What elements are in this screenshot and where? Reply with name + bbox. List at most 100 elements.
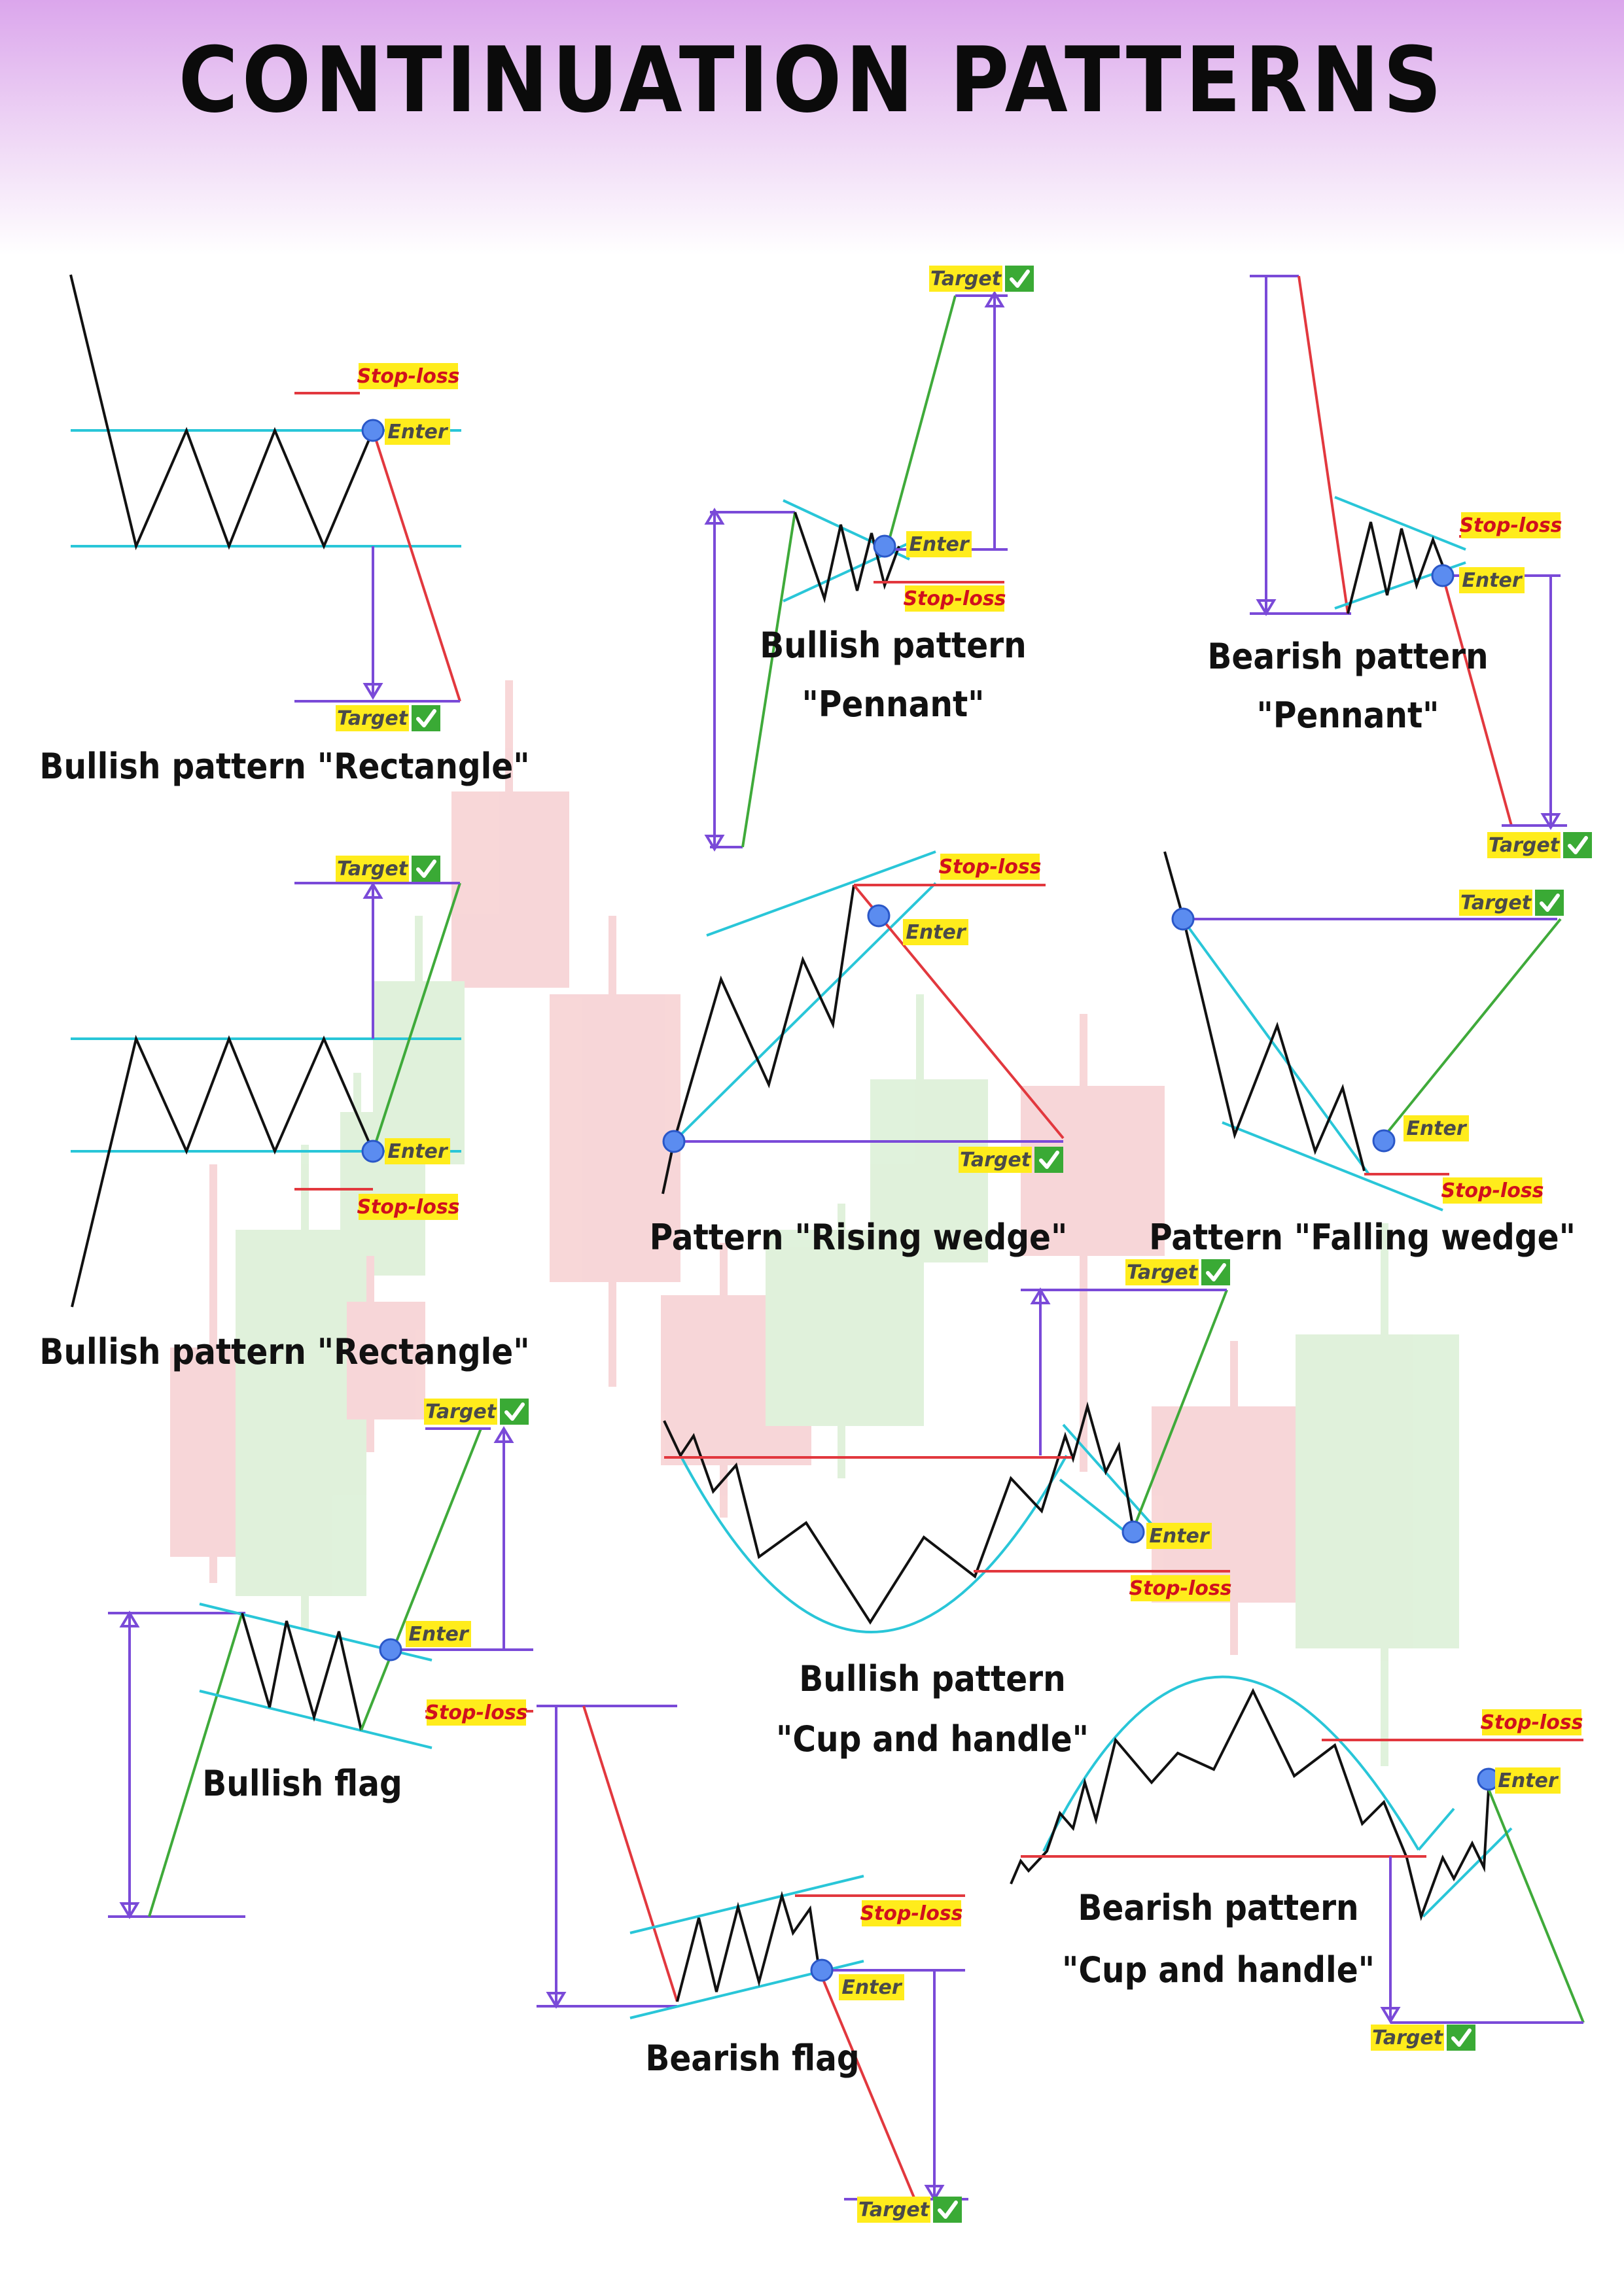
enter-text: Enter	[909, 533, 970, 556]
check-icon	[412, 705, 440, 731]
stop-loss-text: Stop-loss	[1459, 514, 1562, 537]
check-icon	[1447, 2025, 1475, 2051]
entry-point-icon	[1431, 564, 1455, 587]
entry-point-icon	[810, 1958, 834, 1982]
enter-label: Enter	[903, 919, 968, 945]
title-line: Bearish pattern	[1207, 636, 1488, 677]
stop-loss-text: Stop-loss	[425, 1701, 527, 1724]
stop-loss-text: Stop-loss	[1480, 1711, 1583, 1734]
page-title: CONTINUATION PATTERNS	[178, 27, 1446, 133]
stop-loss-label: Stop-loss	[425, 1699, 528, 1726]
target-text: Target	[960, 1149, 1032, 1172]
check-icon	[933, 2197, 962, 2223]
title-line: Bearish flag	[645, 2038, 859, 2079]
target-label: Target	[1125, 1259, 1230, 1285]
entry-point-icon	[379, 1638, 402, 1661]
pattern-bullish-rectangle-2	[71, 882, 461, 1308]
title-line: "Pennant"	[1257, 695, 1439, 736]
target-text: Target	[337, 858, 409, 880]
enter-label: Enter	[406, 1621, 471, 1647]
stop-loss-label: Stop-loss	[1129, 1575, 1232, 1601]
pattern-bearish-pennant	[1250, 275, 1567, 830]
target-label: Target	[959, 1147, 1063, 1173]
title-line: Bullish pattern	[799, 1658, 1065, 1699]
target-label: Target	[424, 1399, 529, 1425]
stop-loss-label: Stop-loss	[1459, 512, 1562, 538]
entry-point-icon	[361, 1139, 385, 1163]
enter-label: Enter	[906, 531, 972, 557]
check-icon	[1005, 266, 1034, 292]
title-bullish-flag: Bullish flag	[202, 1763, 402, 1804]
stop-loss-label: Stop-loss	[357, 1194, 460, 1220]
pattern-bearish-cup-and-handle	[1010, 1675, 1585, 2024]
title-rising-wedge: Pattern "Rising wedge"	[650, 1217, 1068, 1258]
pattern-rising-wedge	[662, 850, 1065, 1194]
title-line: Bullish pattern	[760, 625, 1026, 666]
header-banner	[0, 0, 1624, 255]
stop-loss-label: Stop-loss	[1441, 1177, 1544, 1204]
check-icon	[1563, 832, 1592, 858]
target-label: Target	[857, 2197, 962, 2223]
pattern-bullish-pennant	[704, 290, 1008, 852]
entry-point-icon	[873, 534, 896, 558]
enter-text: Enter	[906, 921, 967, 944]
stop-loss-label: Stop-loss	[1480, 1709, 1583, 1735]
enter-text: Enter	[841, 1976, 903, 1999]
target-text: Target	[1372, 2026, 1444, 2049]
entry-points	[361, 419, 1500, 1982]
stop-loss-text: Stop-loss	[357, 1196, 459, 1219]
title-bearish-flag: Bearish flag	[645, 2038, 859, 2079]
enter-label: Enter	[385, 1138, 450, 1164]
title-bearish-cup-and-handle: Bearish pattern "Cup and handle"	[1062, 1887, 1375, 1991]
enter-text: Enter	[1149, 1525, 1210, 1548]
entry-point-icon	[1372, 1129, 1396, 1153]
target-label: Target	[1459, 890, 1564, 916]
enter-text: Enter	[387, 1140, 449, 1163]
pattern-bearish-flag	[537, 1705, 968, 2202]
title-line: "Cup and handle"	[776, 1718, 1089, 1760]
target-label: Target	[929, 266, 1034, 292]
stop-loss-text: Stop-loss	[1129, 1577, 1231, 1600]
title-bullish-rectangle-1: Bullish pattern "Rectangle"	[39, 746, 529, 787]
title-bearish-pennant: Bearish pattern "Pennant"	[1207, 636, 1488, 736]
enter-label: Enter	[1495, 1767, 1561, 1794]
title-line: Bullish flag	[202, 1763, 402, 1804]
stop-loss-text: Stop-loss	[1441, 1179, 1544, 1202]
enter-text: Enter	[1498, 1769, 1559, 1792]
title-line: "Cup and handle"	[1062, 1949, 1375, 1991]
stop-loss-text: Stop-loss	[903, 587, 1006, 610]
check-icon	[500, 1399, 529, 1425]
target-label: Target	[1487, 832, 1592, 858]
entry-point-icon	[1121, 1520, 1145, 1544]
title-line: Bullish pattern "Rectangle"	[39, 1331, 529, 1372]
title-falling-wedge: Pattern "Falling wedge"	[1149, 1217, 1576, 1258]
entry-point-icon	[662, 1130, 686, 1153]
target-text: Target	[1127, 1261, 1199, 1284]
enter-label: Enter	[1146, 1523, 1212, 1549]
stop-loss-label: Stop-loss	[860, 1900, 963, 1926]
check-icon	[412, 856, 440, 882]
enter-label: Enter	[839, 1974, 904, 2000]
trade-labels: Stop-loss Enter Target Target Enter Stop-loss…	[336, 266, 1592, 2223]
target-text: Target	[1460, 892, 1532, 914]
pattern-titles: Bullish pattern "Rectangle" Bullish patte…	[39, 625, 1575, 2079]
title-bullish-pennant: Bullish pattern "Pennant"	[760, 625, 1026, 725]
check-icon	[1201, 1259, 1230, 1285]
check-icon	[1535, 890, 1564, 916]
entry-point-icon	[361, 419, 385, 442]
target-text: Target	[337, 707, 409, 730]
pattern-bullish-rectangle-1	[69, 274, 461, 703]
check-icon	[1034, 1147, 1063, 1173]
title-bullish-cup-and-handle: Bullish pattern "Cup and handle"	[776, 1658, 1089, 1760]
title-line: Bullish pattern "Rectangle"	[39, 746, 529, 787]
stop-loss-text: Stop-loss	[938, 856, 1041, 878]
target-label: Target	[336, 856, 440, 882]
title-line: "Pennant"	[802, 684, 985, 725]
stop-loss-text: Stop-loss	[357, 365, 459, 388]
background-candles	[170, 680, 1459, 1766]
enter-text: Enter	[408, 1623, 470, 1646]
title-line: Bearish pattern	[1078, 1887, 1358, 1928]
stop-loss-label: Stop-loss	[357, 363, 460, 389]
